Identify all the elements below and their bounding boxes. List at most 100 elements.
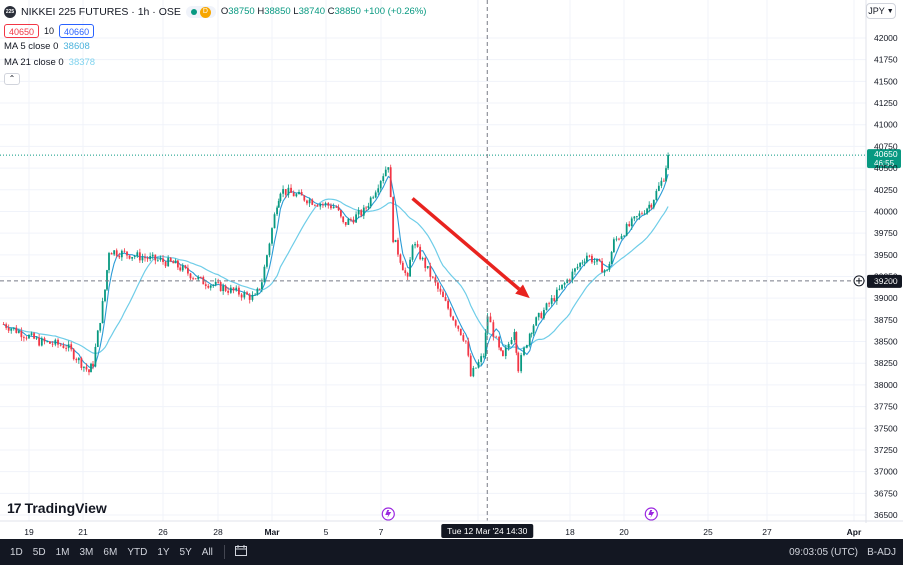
candle-body [118,255,121,258]
candle [457,325,460,332]
candle-body [601,261,603,273]
candle [240,293,243,301]
tradingview-logo[interactable]: 17 TradingView [7,500,107,516]
candle-body [667,155,669,169]
timeframe-ytd[interactable]: YTD [127,546,148,558]
annotation-arrow-head [515,284,530,299]
candle [482,353,485,359]
candle-body [660,180,663,186]
candle [447,299,449,311]
candle-body [75,359,78,361]
indicator-value: 38608 [63,41,90,52]
candle [194,278,197,280]
candle [352,216,355,225]
adjustment-toggle[interactable]: B-ADJ [867,546,896,558]
indicator-ma21[interactable]: MA 21 close 0 38378 [4,55,426,71]
candle-body [545,303,548,310]
candle [608,261,611,272]
candle-body [197,276,200,280]
indicator-ma5[interactable]: MA 5 close 0 38608 [4,39,426,55]
candle-body [630,218,633,227]
y-tick-label: 39000 [874,293,898,303]
candle-body [537,312,540,318]
buy-price-button[interactable]: 40660 [59,24,95,38]
candle-body [568,279,571,281]
candle [62,342,65,349]
candle [144,253,146,262]
timeframe-3m[interactable]: 3M [79,546,94,558]
y-tick-label: 38250 [874,358,898,368]
candle-body [268,243,271,256]
candle-body [276,207,278,215]
candle-body [88,369,90,373]
candle [212,283,215,288]
candle-body [655,190,658,200]
candle [154,254,157,265]
candle-body [525,345,528,348]
x-tick-label: 21 [78,527,88,537]
sell-price-button[interactable]: 40650 [4,24,40,38]
candle [648,201,651,213]
candle [30,331,33,336]
candle-body [273,214,276,229]
timeframe-5d[interactable]: 5D [32,546,46,558]
y-tick-label: 37750 [874,402,898,412]
toolbar-divider [223,545,225,559]
candle [633,216,636,222]
timeframe-1y[interactable]: 1Y [157,546,170,558]
timeframe-all[interactable]: All [201,546,213,558]
timeframe-1d[interactable]: 1D [10,546,23,558]
candle-body [482,355,485,357]
candle [502,350,504,357]
market-status-badge[interactable]: D [185,6,216,18]
crosshair-price-label: 39200 [874,276,898,286]
symbol-title[interactable]: NIKKEI 225 FUTURES · 1h · OSE [21,6,181,18]
candle-body [224,285,227,291]
candle-body [469,355,472,377]
symbol-row: 225 NIKKEI 225 FUTURES · 1h · OSE D O387… [4,4,426,20]
candle [384,166,387,177]
candle-body [169,257,172,262]
x-tick-label: Mar [264,527,280,537]
candle-body [290,187,292,193]
timeframe-1m[interactable]: 1M [55,546,70,558]
currency-selector[interactable]: JPY ▼ [866,3,896,19]
candle [437,281,439,292]
timeframe-5y[interactable]: 5Y [179,546,192,558]
candle-body [28,334,30,339]
candle-body [46,341,49,343]
chevron-up-icon[interactable]: ⌃ [4,73,20,85]
candle [136,250,139,258]
candle-body [439,288,442,292]
timeframe-6m[interactable]: 6M [103,546,118,558]
candle [593,257,596,266]
candle [377,184,380,195]
candle-body [625,224,628,236]
candle [540,311,543,319]
candle-body [207,285,210,288]
candle-body [585,255,588,262]
candle [550,294,553,307]
candle [2,322,5,325]
candle [146,256,149,262]
utc-clock[interactable]: 09:03:05 (UTC) [789,546,858,558]
candle [99,322,102,333]
candle-body [248,294,251,300]
candle-body [406,273,409,277]
calendar-range-icon[interactable] [231,545,251,559]
candle-body [404,270,407,274]
candle-body [243,292,246,298]
candle [467,337,470,358]
candle [574,267,576,275]
candle-body [17,331,20,333]
candle-body [528,333,531,346]
change-value: +100 (+0.26%) [363,6,427,17]
candle [610,250,613,265]
candle-body [379,181,382,189]
candle [295,192,298,198]
candle [268,242,271,258]
candle [344,222,347,227]
candle-body [174,260,177,264]
